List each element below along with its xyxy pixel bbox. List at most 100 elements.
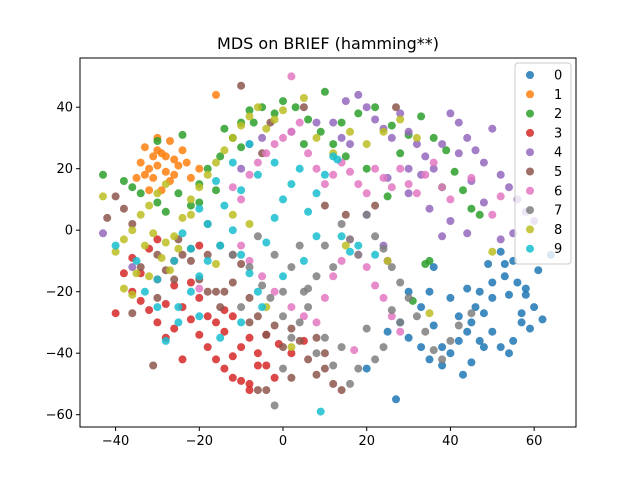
point-1-20 [149, 152, 158, 161]
point-1-3 [170, 170, 179, 179]
point-6-25 [429, 158, 438, 167]
point-7-38 [362, 324, 371, 333]
point-0-12 [479, 309, 488, 318]
point-3-5 [153, 318, 162, 327]
point-9-7 [237, 250, 246, 259]
point-2-45 [212, 186, 220, 195]
point-8-34 [174, 244, 183, 253]
point-0-44 [463, 284, 472, 293]
point-9-41 [312, 232, 321, 241]
point-8-13 [212, 158, 220, 167]
point-9-32 [140, 287, 149, 296]
point-0-37 [438, 361, 447, 370]
point-8-14 [220, 146, 229, 155]
point-8-30 [140, 241, 149, 250]
point-1-9 [174, 161, 183, 170]
point-0-22 [526, 324, 534, 333]
point-0-39 [404, 333, 413, 342]
point-7-15 [412, 312, 421, 321]
point-7-11 [379, 244, 388, 253]
point-6-49 [195, 284, 204, 293]
point-4-10 [412, 140, 421, 149]
point-9-4 [203, 256, 212, 265]
point-9-35 [195, 312, 204, 321]
point-4-8 [396, 109, 405, 118]
point-8-6 [153, 189, 162, 198]
point-3-25 [186, 278, 195, 287]
point-3-1 [119, 269, 128, 278]
point-0-48 [500, 260, 509, 268]
legend-label-2: 2 [554, 107, 562, 122]
point-3-11 [203, 343, 212, 352]
point-8-26 [362, 140, 371, 149]
legend-label-7: 7 [554, 204, 562, 219]
point-1-8 [166, 137, 174, 145]
point-8-1 [111, 247, 120, 256]
point-7-48 [304, 284, 313, 293]
point-2-22 [354, 109, 363, 118]
point-0-49 [521, 290, 530, 299]
point-5-16 [270, 321, 279, 330]
point-0-20 [517, 309, 526, 318]
point-0-24 [534, 266, 543, 275]
point-4-29 [404, 189, 413, 198]
point-2-0 [99, 170, 107, 179]
point-5-19 [295, 336, 304, 345]
point-8-4 [136, 210, 145, 219]
y-tick-label: −40 [46, 347, 73, 362]
point-0-4 [429, 321, 438, 330]
point-7-31 [304, 303, 313, 312]
point-8-8 [170, 232, 179, 241]
point-4-2 [341, 97, 350, 106]
point-3-0 [111, 309, 120, 318]
point-4-0 [99, 229, 107, 238]
point-7-4 [320, 241, 329, 250]
point-1-12 [178, 146, 187, 155]
point-6-20 [387, 183, 396, 192]
point-7-32 [312, 349, 321, 358]
point-0-13 [484, 260, 493, 268]
point-9-13 [287, 180, 296, 189]
point-2-34 [178, 130, 187, 139]
point-1-10 [186, 173, 195, 182]
point-8-17 [245, 112, 254, 121]
point-2-36 [320, 87, 329, 96]
point-4-46 [438, 232, 447, 241]
point-6-3 [245, 170, 254, 179]
point-8-33 [166, 266, 174, 275]
point-4-20 [496, 170, 505, 179]
point-1-19 [212, 90, 220, 99]
point-9-30 [111, 241, 120, 250]
point-9-31 [132, 256, 141, 265]
x-tick-label: 60 [526, 434, 543, 449]
point-2-26 [417, 112, 426, 121]
legend-label-1: 1 [554, 88, 562, 103]
point-9-10 [262, 238, 271, 247]
point-0-10 [471, 303, 480, 312]
point-7-1 [279, 364, 287, 373]
point-5-29 [371, 201, 380, 210]
point-5-2 [128, 220, 137, 228]
legend-label-9: 9 [554, 242, 562, 257]
point-9-39 [279, 272, 287, 281]
point-6-18 [371, 164, 380, 173]
point-9-49 [371, 250, 380, 259]
point-9-1 [174, 303, 183, 312]
point-4-26 [337, 133, 346, 142]
point-1-4 [136, 158, 145, 167]
point-1-18 [182, 158, 191, 167]
point-4-13 [438, 140, 447, 149]
point-4-5 [371, 115, 380, 124]
point-8-41 [212, 260, 220, 268]
point-7-21 [467, 309, 476, 318]
point-5-28 [392, 103, 400, 112]
y-tick-label: 20 [56, 162, 73, 177]
point-7-6 [337, 220, 346, 228]
point-9-45 [195, 204, 204, 213]
point-5-30 [341, 210, 350, 219]
point-2-9 [203, 164, 212, 173]
point-4-4 [362, 103, 371, 112]
point-0-17 [505, 290, 513, 299]
point-5-17 [279, 343, 287, 352]
point-5-36 [136, 263, 145, 272]
